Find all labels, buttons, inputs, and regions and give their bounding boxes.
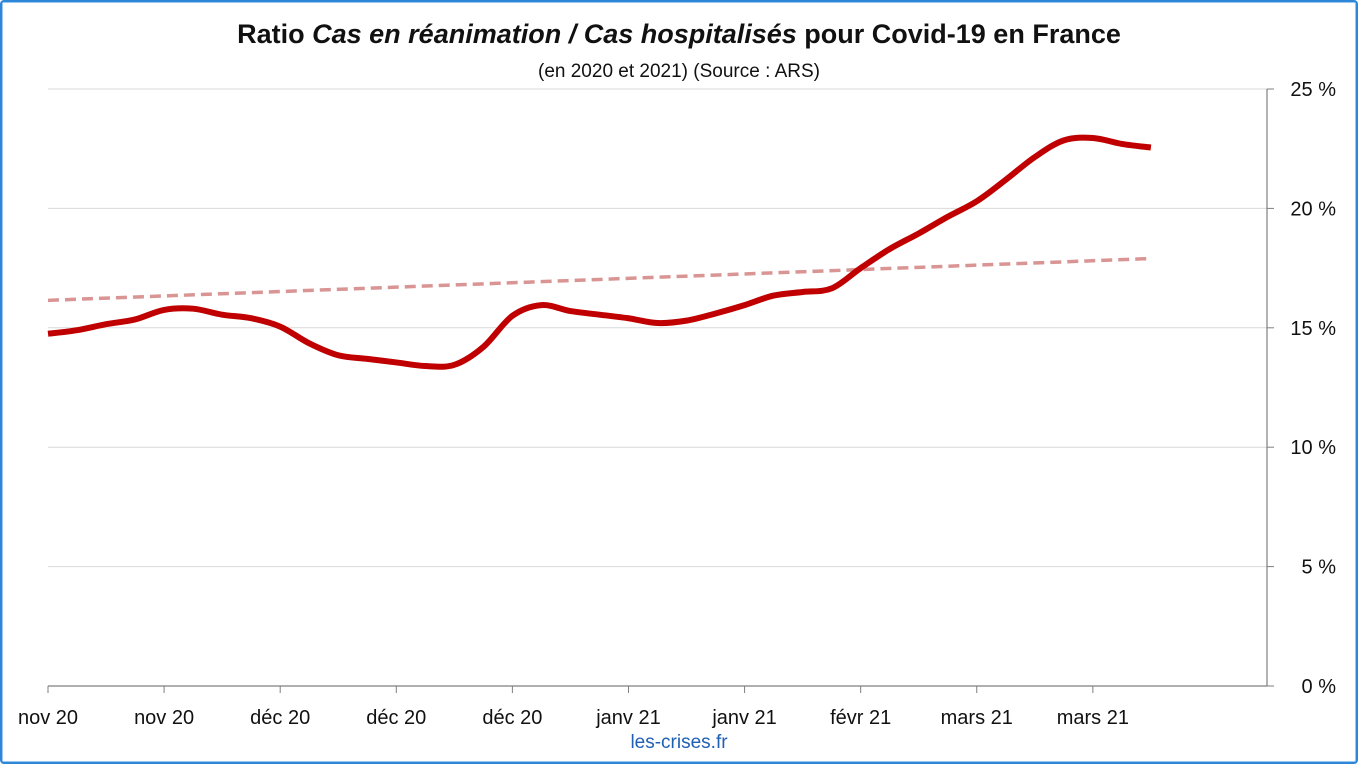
y-tick-label: 15 %	[1290, 318, 1336, 340]
x-tick-label: janv 21	[711, 707, 777, 729]
y-tick-label: 25 %	[1290, 79, 1336, 101]
x-tick-label: nov 20	[134, 707, 194, 729]
y-tick-label: 5 %	[1302, 557, 1337, 579]
chart-title-italic: Cas en réanimation / Cas hospitalisés	[312, 19, 797, 49]
chart-title-suffix: pour Covid-19 en France	[797, 19, 1121, 49]
x-tick-label: mars 21	[1057, 707, 1129, 729]
x-tick-label: janv 21	[595, 707, 661, 729]
x-tick-label: déc 20	[482, 707, 542, 729]
x-tick-label: mars 21	[941, 707, 1013, 729]
axis-layer	[47, 88, 1274, 693]
chart-title: Ratio Cas en réanimation / Cas hospitali…	[237, 19, 1121, 49]
grid-layer	[48, 88, 1267, 568]
credit-label[interactable]: les-crises.fr	[630, 732, 728, 753]
y-tick-label: 10 %	[1290, 437, 1336, 459]
series-layer	[47, 134, 1152, 370]
series-line-trend	[47, 256, 1151, 303]
chart-title-prefix: Ratio	[237, 19, 312, 49]
x-tick-label: févr 21	[830, 707, 891, 729]
series-line-ratio	[47, 134, 1152, 370]
x-tick-label: déc 20	[366, 707, 426, 729]
y-tick-label: 20 %	[1290, 198, 1336, 220]
y-tick-label: 0 %	[1302, 676, 1337, 698]
chart-subtitle: (en 2020 et 2021) (Source : ARS)	[538, 61, 820, 82]
x-tick-label: nov 20	[18, 707, 78, 729]
tick-layer: 0 % 5 % 10 % 15 % 20 % 25 % nov 20 nov 20 déc 20…	[18, 79, 1336, 729]
x-tick-label: déc 20	[250, 707, 310, 729]
